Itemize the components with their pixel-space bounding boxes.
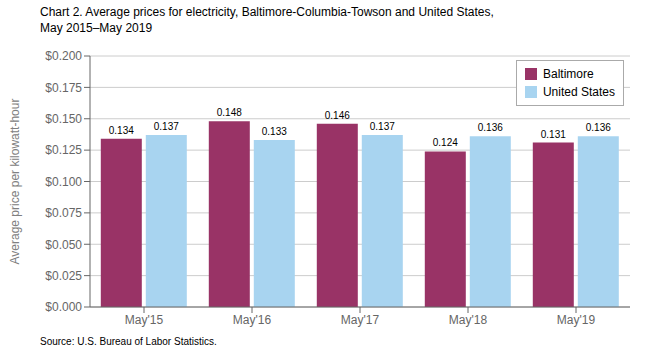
html-text:United States: United States	[543, 85, 615, 99]
svg-text:May'18: May'18	[449, 313, 488, 327]
svg-text:0.148: 0.148	[217, 107, 242, 118]
svg-text:0.137: 0.137	[154, 121, 179, 132]
svg-text:May'19: May'19	[557, 313, 596, 327]
svg-text:May'15: May'15	[125, 313, 164, 327]
svg-text:0.146: 0.146	[325, 110, 350, 121]
svg-text:May'16: May'16	[233, 313, 272, 327]
svg-text:Average price per kilowatt-hou: Average price per kilowatt-hour	[8, 99, 22, 265]
svg-text:0.136: 0.136	[586, 122, 611, 133]
svg-text:$0.175: $0.175	[45, 81, 82, 95]
html-text:Chart 2. Average prices for el: Chart 2. Average prices for electricity,…	[40, 5, 494, 19]
svg-text:0.133: 0.133	[262, 126, 287, 137]
svg-text:$0.150: $0.150	[45, 112, 82, 126]
svg-text:$0.025: $0.025	[45, 269, 82, 283]
svg-text:May'17: May'17	[341, 313, 380, 327]
html-text:May 2015–May 2019: May 2015–May 2019	[40, 21, 153, 35]
svg-text:$0.125: $0.125	[45, 143, 82, 157]
svg-text:$0.050: $0.050	[45, 238, 82, 252]
svg-text:$0.200: $0.200	[45, 49, 82, 63]
svg-text:$0.100: $0.100	[45, 175, 82, 189]
svg-text:0.134: 0.134	[109, 125, 134, 136]
svg-text:0.124: 0.124	[433, 137, 458, 148]
html-text:Baltimore: Baltimore	[543, 67, 594, 81]
svg-text:0.131: 0.131	[541, 129, 566, 140]
svg-text:0.136: 0.136	[478, 122, 503, 133]
svg-text:0.137: 0.137	[370, 121, 395, 132]
svg-text:$0.075: $0.075	[45, 206, 82, 220]
html-text:Source: U.S. Bureau of Labor S: Source: U.S. Bureau of Labor Statistics.	[40, 336, 217, 347]
svg-text:$0.000: $0.000	[45, 300, 82, 314]
